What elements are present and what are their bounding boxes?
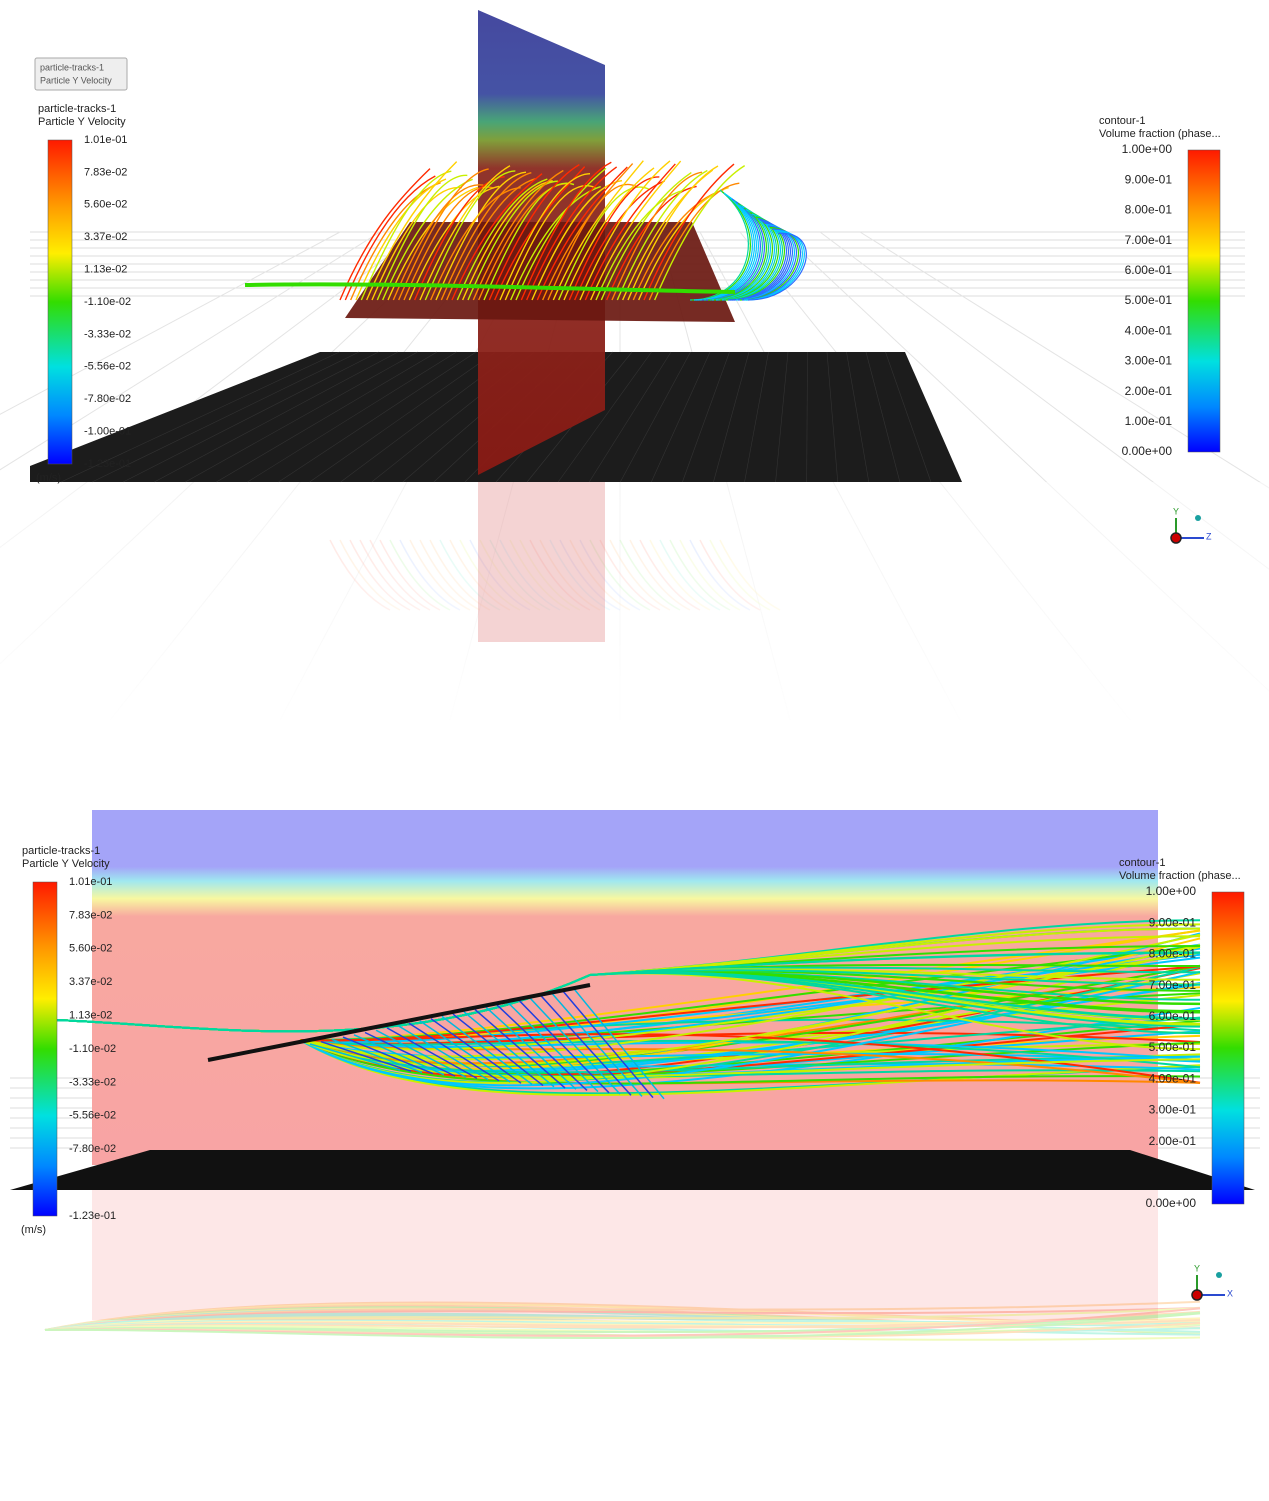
colorbar-tick-label: 8.00e-01: [1149, 947, 1197, 961]
triad-label: Y: [1173, 506, 1179, 516]
colorbar-tick-label: 0.00e+00: [1146, 1196, 1197, 1210]
reflection-fade: [0, 482, 1269, 742]
colorbar-tick-label: 1.13e-02: [69, 1010, 112, 1022]
colorbar-tick-label: 4.00e-01: [1125, 323, 1173, 337]
colorbar-tick-label: 5.00e-01: [1125, 293, 1173, 307]
reflected-plane: [478, 482, 605, 642]
legend-title: particle-tracks-1: [38, 103, 116, 115]
unit-label: (m/s): [21, 1224, 46, 1236]
colorbar-tick-label: 2.00e-01: [1125, 384, 1173, 398]
unit-label: (m/s): [36, 472, 61, 484]
scene-1: [0, 10, 1269, 742]
colorbar-tick-label: 5.00e-01: [1149, 1040, 1197, 1054]
colorbar-tick-label: 1.01e-01: [69, 876, 112, 888]
colorbar-tick-label: 3.00e-01: [1149, 1103, 1197, 1117]
page: {"panels": [ {"tag": {"line1": "particle…: [0, 0, 1269, 1496]
colorbar-tick-label: 9.00e-01: [1125, 172, 1173, 186]
viewport: particle-tracks-1Particle Y Velocitypart…: [0, 0, 1269, 1496]
colorbar-tick-label: 3.37e-02: [69, 976, 112, 988]
colorbar-tick-label: 6.00e-01: [1125, 263, 1173, 277]
colorbar-tick-label: 3.00e-01: [1125, 354, 1173, 368]
colorbar-tick-label: -3.33e-02: [84, 328, 131, 340]
colorbar-tick-label: -1.23e-01: [69, 1210, 116, 1222]
triad-label: Y: [1194, 1263, 1200, 1273]
colorbar-tick-label: -1.23e-01: [84, 458, 131, 470]
colorbar: [1188, 150, 1220, 452]
colorbar-tick-label: -1.10e-02: [84, 296, 131, 308]
reflected-plane: [92, 1190, 1158, 1320]
colorbar-tick-label: 5.60e-02: [69, 943, 112, 955]
legend-subtitle: Particle Y Velocity: [22, 858, 110, 870]
triad-label: X: [1227, 1288, 1233, 1298]
colorbar-tick-label: 1.01e-01: [84, 134, 127, 146]
triad-origin: [1192, 1290, 1202, 1300]
colorbar: [48, 140, 72, 464]
legend-tag-line: Particle Y Velocity: [40, 75, 112, 85]
legend-tag-line: particle-tracks-1: [40, 62, 104, 72]
triad-ball: [1216, 1272, 1222, 1278]
colorbar-tick-label: 5.60e-02: [84, 199, 127, 211]
colorbar-tick-label: 6.00e-01: [1149, 1009, 1197, 1023]
colorbar-tick-label: 7.00e-01: [1125, 233, 1173, 247]
colorbar-tick-label: -5.56e-02: [69, 1110, 116, 1122]
colorbar-tick-label: 4.00e-01: [1149, 1071, 1197, 1085]
colorbar-tick-label: 1.00e+00: [1122, 142, 1173, 156]
legend-title: contour-1: [1099, 115, 1145, 127]
legend-title: particle-tracks-1: [22, 845, 100, 857]
legend-title: contour-1: [1119, 857, 1165, 869]
colorbar-tick-label: -7.80e-02: [84, 393, 131, 405]
scene-2: [10, 810, 1260, 1340]
colorbar-tick-label: 1.13e-02: [84, 264, 127, 276]
floor-plate: [10, 1150, 1255, 1190]
colorbar-tick-label: 2.00e-01: [1149, 1134, 1197, 1148]
colorbar-tick-label: 9.00e-01: [1149, 915, 1197, 929]
colorbar-tick-label: 3.37e-02: [84, 231, 127, 243]
legend-subtitle: Volume fraction (phase...: [1099, 128, 1221, 140]
legend-subtitle: Volume fraction (phase...: [1119, 870, 1241, 882]
colorbar-tick-label: 8.00e-01: [1125, 203, 1173, 217]
colorbar-tick-label: 7.83e-02: [69, 909, 112, 921]
colorbar-tick-label: 0.00e+00: [1122, 444, 1173, 458]
colorbar-tick-label: -1.10e-02: [69, 1043, 116, 1055]
colorbar-tick-label: -3.33e-02: [69, 1076, 116, 1088]
colorbar-tick-label: -7.80e-02: [69, 1143, 116, 1155]
colorbar: [1212, 892, 1244, 1204]
colorbar-tick-label: -1.00e-01: [84, 426, 131, 438]
legend-subtitle: Particle Y Velocity: [38, 116, 126, 128]
colorbar: [33, 882, 57, 1216]
colorbar-tick-label: 7.00e-01: [1149, 978, 1197, 992]
colorbar-tick-label: 1.00e-01: [1125, 414, 1173, 428]
triad-label: Z: [1206, 531, 1212, 541]
body: particle-tracks-1Particle Y Velocitypart…: [0, 0, 1269, 1496]
colorbar-tick-label: 7.83e-02: [84, 166, 127, 178]
colorbar-tick-label: 1.00e+00: [1146, 884, 1197, 898]
colorbar-tick-label: -5.56e-02: [84, 361, 131, 373]
triad-ball: [1195, 515, 1201, 521]
triad-origin: [1171, 533, 1181, 543]
